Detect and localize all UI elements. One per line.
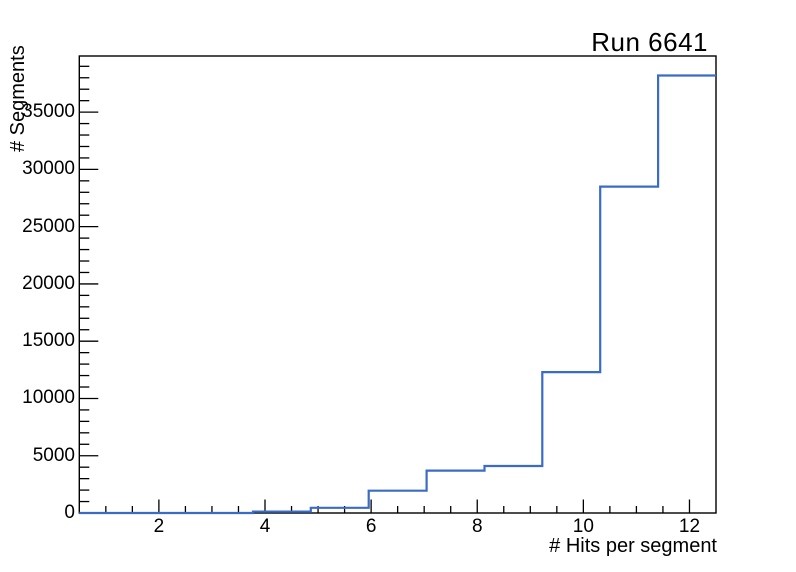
y-tick-label: 35000 [22, 101, 75, 123]
histogram-line [79, 74, 716, 515]
x-tick-label: 10 [572, 516, 594, 537]
y-tick-label: 15000 [22, 330, 75, 352]
y-tick-label: 0 [64, 502, 75, 523]
y-tick-label: 30000 [22, 158, 75, 180]
plot-title: Run 6641 [591, 27, 708, 57]
x-axis-title: # Hits per segment [549, 535, 717, 557]
x-tick-label: 2 [153, 516, 165, 537]
x-tick-label: 12 [678, 516, 701, 537]
y-axis-title: # Segments [7, 45, 29, 152]
x-tick-label: 4 [259, 516, 271, 537]
plot-frame [78, 55, 717, 514]
y-tick-label: 5000 [32, 444, 75, 466]
x-tick-label: 8 [471, 516, 483, 537]
y-tick-label: 10000 [22, 387, 75, 409]
y-tick-label: 20000 [22, 272, 75, 294]
y-tick-label: 25000 [22, 215, 75, 237]
x-tick-label: 6 [365, 516, 377, 537]
